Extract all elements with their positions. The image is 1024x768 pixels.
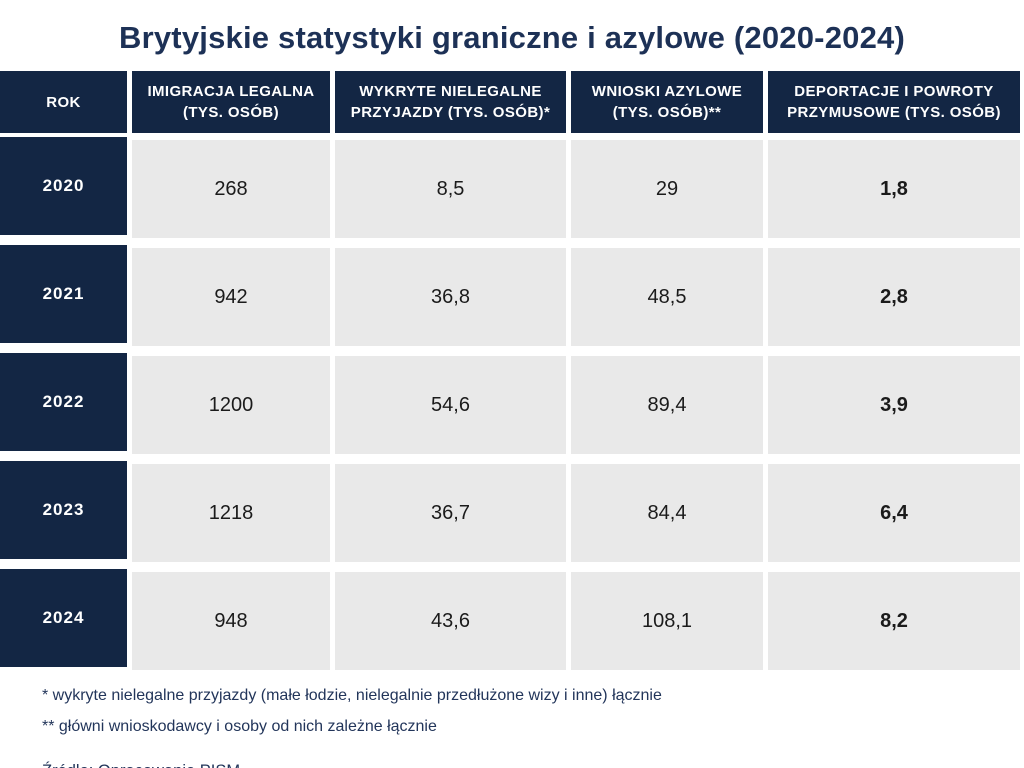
cell-2022-nielegalne: 54,6 xyxy=(335,356,566,454)
year-cell-2023: 2023 xyxy=(0,461,127,559)
page-title: Brytyjskie statystyki graniczne i azylow… xyxy=(119,20,905,55)
cell-2021-imigracja: 942 xyxy=(132,248,330,346)
source-line: Źródło: Opracowanie PISM xyxy=(42,762,1024,768)
cell-2020-deportacje: 1,8 xyxy=(768,140,1020,238)
footnotes: * wykryte nielegalne przyjazdy (małe łod… xyxy=(42,687,1024,736)
cell-2021-nielegalne: 36,8 xyxy=(335,248,566,346)
cell-2020-nielegalne: 8,5 xyxy=(335,140,566,238)
header-imigracja-legalna: IMIGRACJA LEGALNA (TYS. OSÓB) xyxy=(132,71,330,133)
cell-2020-imigracja: 268 xyxy=(132,140,330,238)
cell-2023-imigracja: 1218 xyxy=(132,464,330,562)
header-wykryte-nielegalne: WYKRYTE NIELEGALNE PRZYJAZDY (TYS. OSÓB)… xyxy=(335,71,566,133)
cell-2024-azylowe: 108,1 xyxy=(571,572,763,670)
header-wnioski-azylowe: WNIOSKI AZYLOWE (TYS. OSÓB)** xyxy=(571,71,763,133)
footnote-asylum-applicants: ** główni wnioskodawcy i osoby od nich z… xyxy=(42,718,437,735)
cell-2023-nielegalne: 36,7 xyxy=(335,464,566,562)
cell-2023-deportacje: 6,4 xyxy=(768,464,1020,562)
cell-2020-azylowe: 29 xyxy=(571,140,763,238)
cell-2022-imigracja: 1200 xyxy=(132,356,330,454)
year-cell-2024: 2024 xyxy=(0,569,127,667)
cell-2022-deportacje: 3,9 xyxy=(768,356,1020,454)
year-cell-2021: 2021 xyxy=(0,245,127,343)
cell-2024-imigracja: 948 xyxy=(132,572,330,670)
cell-2021-deportacje: 2,8 xyxy=(768,248,1020,346)
cell-2023-azylowe: 84,4 xyxy=(571,464,763,562)
cell-2024-deportacje: 8,2 xyxy=(768,572,1020,670)
header-rok: ROK xyxy=(0,71,127,133)
statistics-table: ROK IMIGRACJA LEGALNA (TYS. OSÓB) WYKRYT… xyxy=(0,71,1020,673)
cell-2021-azylowe: 48,5 xyxy=(571,248,763,346)
cell-2022-azylowe: 89,4 xyxy=(571,356,763,454)
cell-2024-nielegalne: 43,6 xyxy=(335,572,566,670)
footnote-illegal-arrivals: * wykryte nielegalne przyjazdy (małe łod… xyxy=(42,687,662,704)
year-cell-2022: 2022 xyxy=(0,353,127,451)
infographic-page: Brytyjskie statystyki graniczne i azylow… xyxy=(0,20,1024,768)
header-deportacje: DEPORTACJE I POWROTY PRZYMUSOWE (TYS. OS… xyxy=(768,71,1020,133)
year-cell-2020: 2020 xyxy=(0,137,127,235)
